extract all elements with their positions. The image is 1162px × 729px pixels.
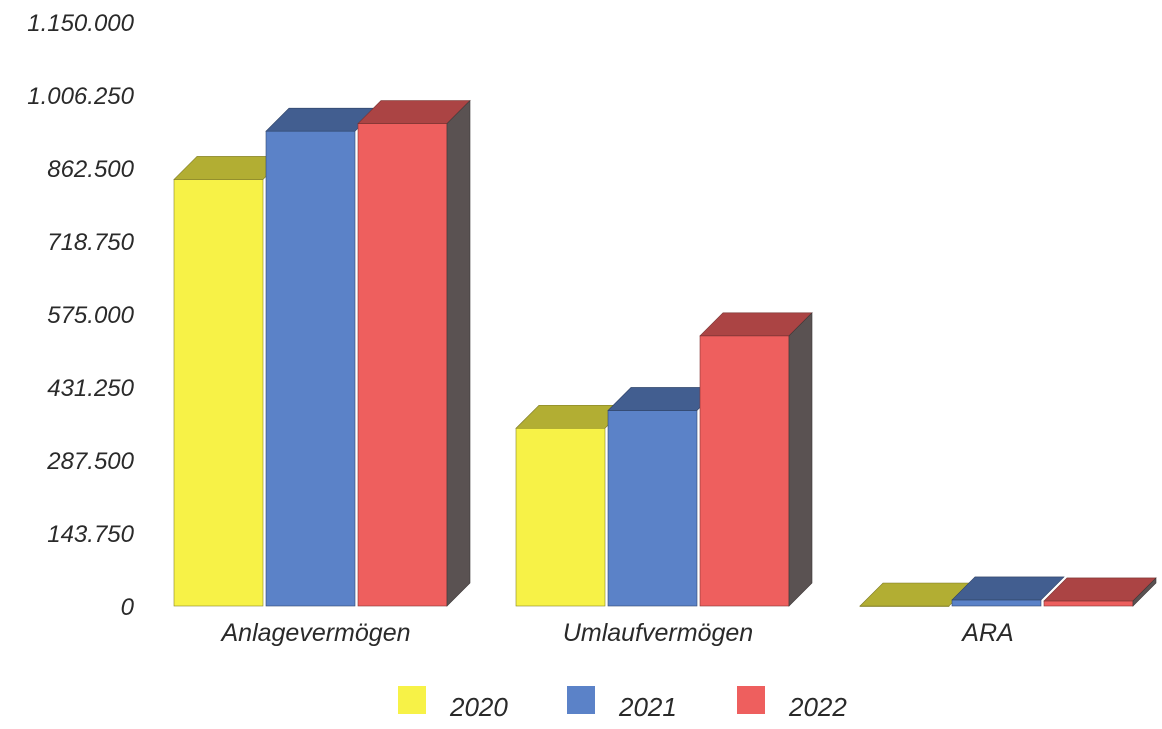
bar-front [265,130,356,607]
bar-front [607,410,698,607]
x-axis: Anlagevermögen Umlaufvermögen ARA [219,619,1013,647]
x-category-label: Umlaufvermögen [563,619,753,647]
legend-label: 2022 [788,692,847,722]
bar [607,387,721,607]
y-tick-label: 287.500 [46,448,134,475]
bar [1043,577,1157,607]
legend-swatch [398,686,426,714]
bar-group [515,312,813,607]
y-tick-label: 1.150.000 [27,10,134,37]
bar [173,156,287,607]
y-tick-label: 862.500 [47,156,134,183]
bar [951,576,1065,607]
legend: 2020 2021 2022 [398,686,847,722]
bar-group [859,576,1157,607]
legend-swatch [737,686,765,714]
bar-front [515,427,606,607]
y-tick-label: 143.750 [47,521,134,548]
bar-side [446,99,471,607]
bar [357,99,471,607]
legend-swatch [567,686,595,714]
legend-label: 2021 [618,692,677,722]
bar-area [173,99,1157,607]
bar-side [1132,577,1157,607]
bar [265,107,379,607]
legend-item: 2022 [737,686,847,722]
bar-front [357,123,448,607]
bar-front [951,599,1042,607]
y-tick-label: 575.000 [47,302,134,329]
y-tick-label: 0 [121,594,135,621]
bar [515,404,629,607]
legend-item: 2021 [567,686,677,722]
bar-front [173,179,264,607]
legend-label: 2020 [449,692,508,722]
legend-item: 2020 [398,686,508,722]
bar-side [788,312,813,607]
bar-front [699,335,790,607]
x-category-label: Anlagevermögen [219,619,410,647]
y-axis: 0 143.750 287.500 431.250 575.000 718.750 862.… [27,10,134,621]
y-tick-label: 718.750 [47,229,134,256]
bar-front [1043,600,1134,607]
y-tick-label: 1.006.250 [27,83,134,110]
x-category-label: ARA [960,619,1013,647]
y-tick-label: 431.250 [47,375,134,402]
bar-top [951,576,1065,601]
bar-group [173,99,471,607]
bar [699,312,813,607]
